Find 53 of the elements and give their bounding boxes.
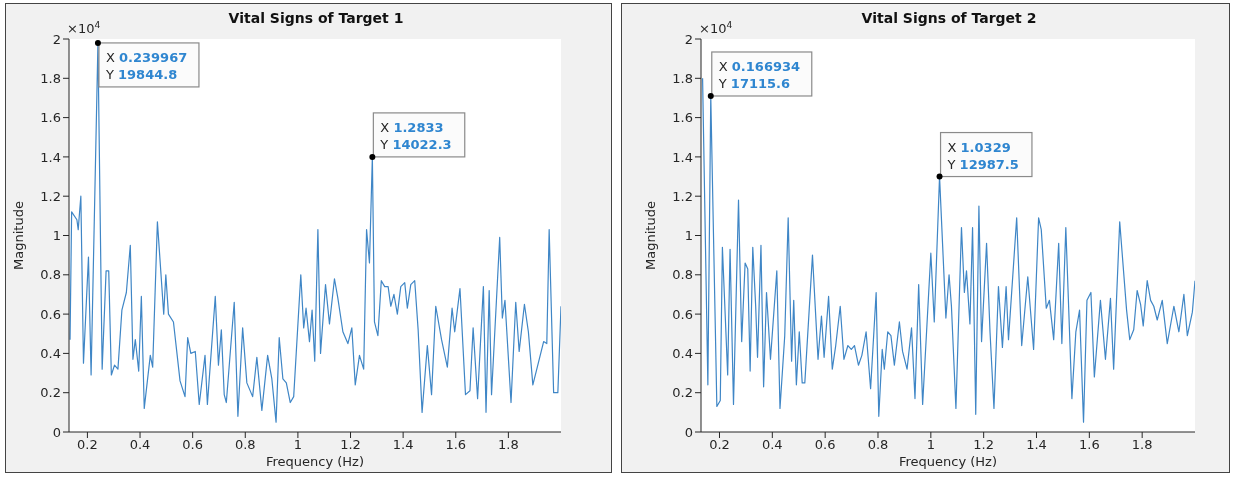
text: ×10$^{4}$ — [699, 20, 733, 36]
y-tick-label: 1.4 — [672, 149, 693, 165]
chart-title: Vital Signs of Target 1 — [228, 10, 404, 26]
y-tick-label: 1 — [684, 228, 693, 244]
y-tick-label: 0.8 — [672, 267, 693, 283]
y-tick-label: 0.6 — [40, 306, 61, 322]
x-tick-label: 1 — [926, 437, 935, 453]
x-axis-title: Frequency (Hz) — [265, 454, 365, 469]
y-axis-title: Magnitude — [642, 201, 658, 270]
y-tick-label: 1.6 — [40, 110, 61, 126]
annotation: X 1.0329 Y 12987.5 — [946, 139, 1019, 172]
chart-title: Vital Signs of Target 2 — [861, 10, 1037, 26]
line-series — [701, 77, 1195, 423]
y-tick-label: 1.8 — [672, 70, 693, 86]
annotation: X 0.166934 Y 17115.6 — [717, 58, 801, 91]
y-tick-label: 1 — [52, 228, 61, 244]
x-tick-label: 1.8 — [498, 437, 519, 453]
y-tick-label: 0.2 — [672, 385, 693, 401]
y-axis-title: Magnitude — [10, 201, 26, 270]
y-tick-label: 0.4 — [672, 346, 693, 362]
x-tick-label: 0.2 — [709, 437, 730, 453]
x-axis-title: Frequency (Hz) — [898, 454, 998, 469]
x-tick-label: 0.4 — [761, 437, 783, 453]
x-tick-label: 1.8 — [1131, 437, 1153, 453]
y-tick-label: 1.2 — [672, 188, 693, 204]
y-tick-label: 2 — [52, 31, 61, 47]
x-tick-label: 0.6 — [182, 437, 203, 453]
x-tick-label: 0.8 — [234, 437, 256, 453]
y-tick-label: 0 — [684, 424, 693, 440]
x-tick-label: 0.8 — [867, 437, 889, 453]
y-tick-label: 0.4 — [40, 346, 61, 362]
annotation: X 0.239967 Y 19844.8 — [104, 49, 188, 82]
x-tick-label: 1.6 — [1078, 437, 1100, 453]
x-tick-label: 1.2 — [973, 437, 995, 453]
x-tick-label: 1.2 — [340, 437, 361, 453]
x-tick-label: 0.6 — [814, 437, 836, 453]
y-tick-label: 1.8 — [40, 70, 61, 86]
y-tick-label: 0.8 — [40, 267, 61, 283]
x-tick-label: 1.4 — [392, 437, 414, 453]
y-tick-label: 1.2 — [40, 188, 61, 204]
annotation: X 1.2833 Y 14022.3 — [379, 119, 452, 152]
y-tick-label: 1.6 — [672, 110, 693, 126]
text: ×10$^{4}$ — [67, 20, 101, 36]
x-tick-label: 1 — [293, 437, 303, 453]
x-tick-label: 1.6 — [445, 437, 467, 453]
y-tick-label: 0 — [52, 424, 61, 440]
x-tick-label: 0.4 — [129, 437, 151, 453]
x-tick-label: 0.2 — [77, 437, 98, 453]
x-tick-label: 1.4 — [1026, 437, 1047, 453]
y-tick-label: 1.4 — [40, 149, 61, 165]
y-tick-label: 0.2 — [40, 385, 61, 401]
y-tick-label: 2 — [684, 31, 693, 47]
y-tick-label: 0.6 — [672, 306, 693, 322]
